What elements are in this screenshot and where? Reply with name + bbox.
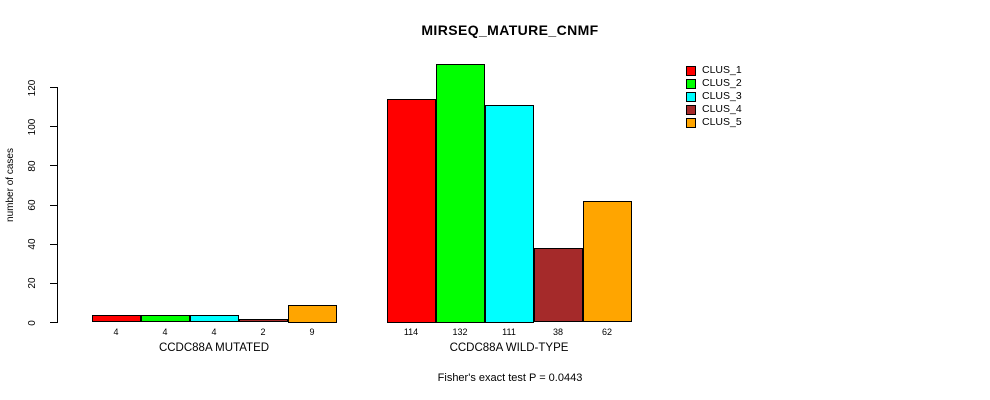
bar-clus_1-group1 [91, 314, 141, 323]
bar-value-label: 132 [452, 326, 468, 337]
legend-swatch [686, 65, 696, 76]
bar-value-label: 4 [113, 326, 119, 337]
y-axis-tick-label: 40 [27, 238, 38, 250]
group-label: CCDC88A WILD-TYPE [449, 342, 569, 354]
bar-clus_4-group2 [533, 248, 583, 323]
y-axis-label: number of cases [5, 148, 16, 222]
group-label: CCDC88A MUTATED [158, 342, 270, 354]
legend-label: CLUS_4 [702, 103, 742, 115]
y-axis-tick-label: 100 [27, 118, 38, 135]
legend-item-clus_1: CLUS_1 [686, 64, 742, 77]
legend-item-clus_4: CLUS_4 [686, 103, 742, 116]
legend-swatch [686, 104, 696, 115]
legend-item-clus_5: CLUS_5 [686, 116, 742, 129]
y-axis-line [57, 87, 58, 323]
y-axis-tick-label: 60 [27, 199, 38, 211]
legend-label: CLUS_3 [702, 90, 742, 102]
legend-label: CLUS_1 [702, 64, 742, 76]
footnote: Fisher's exact test P = 0.0443 [437, 372, 583, 384]
y-axis-tick [50, 87, 57, 88]
bar-clus_3-group1 [189, 314, 239, 323]
bar-value-label: 38 [552, 326, 563, 337]
y-axis-tick [50, 243, 57, 245]
bar-clus_2-group1 [140, 314, 190, 323]
bar-clus_3-group2 [484, 105, 534, 323]
legend-swatch [686, 78, 696, 89]
y-axis-tick [50, 322, 57, 323]
legend-swatch [686, 91, 696, 102]
legend-label: CLUS_5 [702, 116, 742, 128]
chart-title: MIRSEQ_MATURE_CNMF [421, 22, 599, 38]
bar-value-label: 62 [601, 326, 612, 337]
bar-value-label: 2 [260, 326, 266, 337]
bar-value-label: 4 [162, 326, 168, 337]
y-axis-tick [50, 126, 57, 128]
bar-value-label: 4 [211, 326, 217, 337]
y-axis-tick-label: 120 [27, 79, 38, 96]
bar-clus_5-group2 [582, 201, 632, 323]
bar-clus_1-group2 [386, 99, 436, 323]
legend-item-clus_2: CLUS_2 [686, 77, 742, 90]
legend-swatch [686, 117, 696, 128]
bar-value-label: 9 [309, 326, 315, 337]
y-axis-tick [50, 204, 57, 206]
y-axis-tick [50, 282, 57, 284]
bar-clus_2-group2 [435, 64, 485, 323]
legend-label: CLUS_2 [702, 77, 742, 89]
bar-clus_5-group1 [287, 304, 337, 323]
bar-clus_4-group1 [238, 318, 288, 323]
y-axis-tick-label: 20 [27, 277, 38, 289]
y-axis-tick-label: 0 [27, 319, 38, 326]
legend: CLUS_1 CLUS_2 CLUS_3 CLUS_4 CLUS_5 [686, 64, 742, 129]
y-axis-tick [50, 165, 57, 167]
bar-value-label: 111 [502, 326, 516, 337]
y-axis-tick-label: 80 [27, 160, 38, 172]
bar-value-label: 114 [403, 326, 419, 337]
legend-item-clus_3: CLUS_3 [686, 90, 742, 103]
